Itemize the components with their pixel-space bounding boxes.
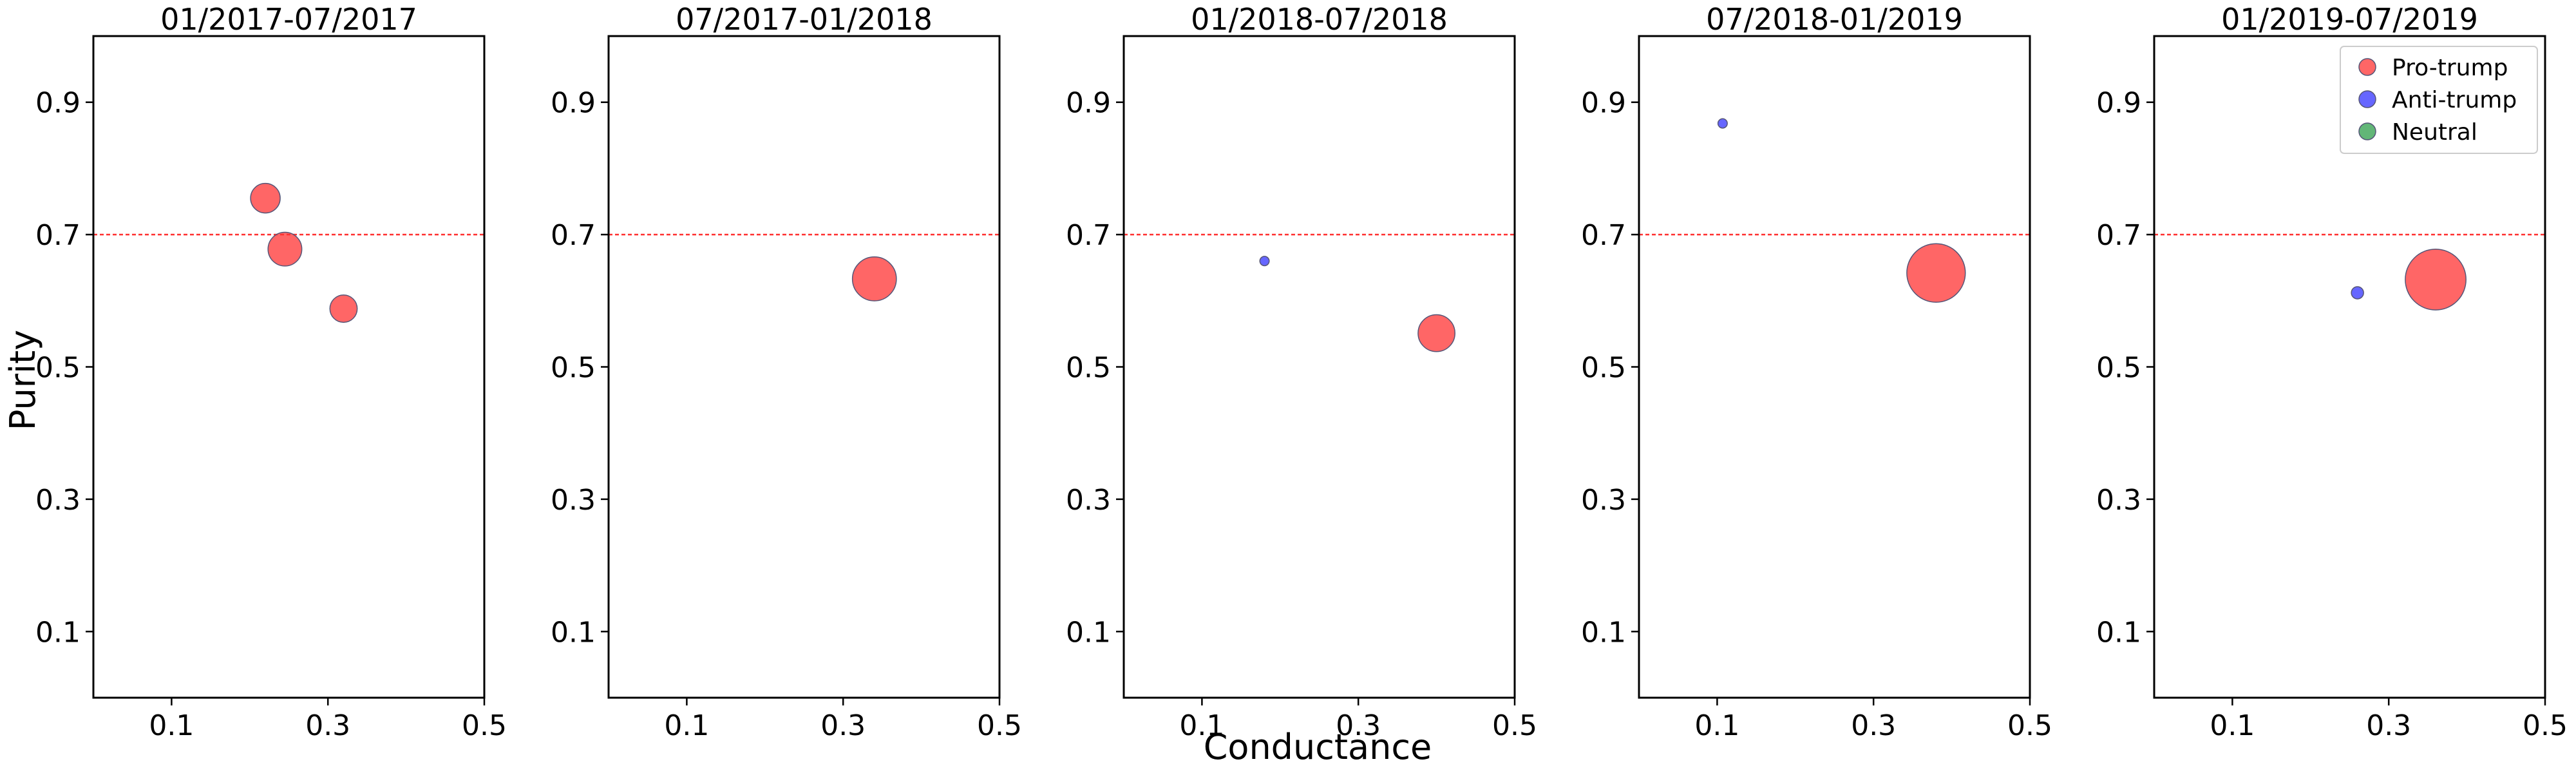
y-tick-label: 0.5 (1066, 352, 1111, 385)
x-tick-label: 0.3 (305, 709, 350, 742)
y-tick-label: 0.5 (35, 352, 80, 385)
y-tick-label: 0.9 (1066, 87, 1111, 120)
data-point-pro-trump (2405, 249, 2467, 311)
data-point-anti-trump (1259, 256, 1270, 267)
x-tick-label: 0.5 (462, 709, 507, 742)
data-point-anti-trump (1717, 118, 1728, 129)
y-tick-label: 0.7 (551, 219, 596, 252)
axes-frame (92, 35, 486, 699)
y-tick-label: 0.1 (2096, 616, 2141, 649)
y-tick-label: 0.1 (1581, 616, 1626, 649)
x-tick-label: 0.5 (1492, 709, 1537, 742)
y-tick-label: 0.9 (2096, 87, 2141, 120)
y-axis-label: Purity (3, 330, 43, 430)
y-tick-label: 0.5 (1581, 352, 1626, 385)
y-tick-label: 0.7 (1066, 219, 1111, 252)
y-tick-label: 0.7 (2096, 219, 2141, 252)
axes-frame (1638, 35, 2031, 699)
data-point-pro-trump (267, 231, 303, 267)
data-point-pro-trump (851, 256, 897, 302)
x-tick-label: 0.5 (977, 709, 1022, 742)
legend-marker-pro-trump (2358, 58, 2376, 76)
x-tick-label: 0.1 (1694, 709, 1739, 742)
y-tick-label: 0.5 (2096, 352, 2141, 385)
legend-marker-anti-trump (2358, 90, 2376, 108)
y-tick-label: 0.3 (1066, 484, 1111, 517)
y-tick-label: 0.9 (1581, 87, 1626, 120)
x-tick-label: 0.1 (664, 709, 709, 742)
y-tick-label: 0.5 (551, 352, 596, 385)
panel-2: 07/2017-01/2018 0.1 0.3 0.5 0.1 0.3 0.5 0.7 0.9 (551, 2, 1022, 742)
y-tick-label: 0.3 (35, 484, 80, 517)
y-tick-label: 0.3 (2096, 484, 2141, 517)
y-tick-label: 0.9 (35, 87, 80, 120)
y-tick-label: 0.1 (1066, 616, 1111, 649)
panel-title: 01/2018-07/2018 (1191, 2, 1448, 37)
axes-frame (1122, 35, 1516, 699)
x-tick-label: 0.1 (149, 709, 194, 742)
panel-title: 07/2018-01/2019 (1706, 2, 1963, 37)
panel-title: 01/2019-07/2019 (2221, 2, 2478, 37)
legend-label: Pro-trump (2392, 55, 2508, 81)
x-tick-label: 0.1 (1179, 709, 1224, 742)
panel-3: 01/2018-07/2018 0.1 0.3 0.5 0.1 0.3 0.5 0.7 0.9 (1066, 2, 1537, 742)
x-tick-label: 0.3 (820, 709, 866, 742)
x-tick-label: 0.3 (1336, 709, 1381, 742)
axes-frame (607, 35, 1001, 699)
panel-1: 01/2017-07/2017 0.1 0.3 0.5 0.1 0.3 0.5 0.7 0.9 (35, 2, 507, 742)
legend-box (2340, 46, 2538, 154)
y-tick-label: 0.1 (551, 616, 596, 649)
x-tick-label: 0.5 (2007, 709, 2052, 742)
y-tick-label: 0.7 (35, 219, 80, 252)
x-tick-label: 0.1 (2210, 709, 2255, 742)
data-point-anti-trump (2351, 286, 2364, 300)
y-tick-label: 0.1 (35, 616, 80, 649)
legend-label: Neutral (2392, 119, 2477, 146)
panel-4: 07/2018-01/2019 0.1 0.3 0.5 0.1 0.3 0.5 0.7 0.9 (1581, 2, 2052, 742)
x-tick-label: 0.5 (2523, 709, 2568, 742)
y-tick-label: 0.3 (551, 484, 596, 517)
x-tick-label: 0.3 (2366, 709, 2411, 742)
x-tick-label: 0.3 (1851, 709, 1896, 742)
y-tick-label: 0.9 (551, 87, 596, 120)
data-point-pro-trump (250, 182, 281, 214)
legend-label: Anti-trump (2392, 87, 2517, 113)
data-point-pro-trump (1417, 314, 1455, 352)
y-tick-label: 0.7 (1581, 219, 1626, 252)
panel-title: 01/2017-07/2017 (160, 2, 417, 37)
legend: Pro-trump Anti-trump Neutral (2340, 46, 2538, 154)
panel-5: 01/2019-07/2019 0.1 0.3 0.5 0.1 0.3 0.5 0.7 0.9 P… (2096, 2, 2568, 742)
panel-title: 07/2017-01/2018 (676, 2, 933, 37)
data-point-pro-trump (1906, 243, 1966, 303)
x-axis-label: Conductance (1204, 727, 1432, 766)
data-point-pro-trump (329, 294, 358, 323)
y-tick-label: 0.3 (1581, 484, 1626, 517)
legend-marker-neutral (2358, 122, 2376, 140)
